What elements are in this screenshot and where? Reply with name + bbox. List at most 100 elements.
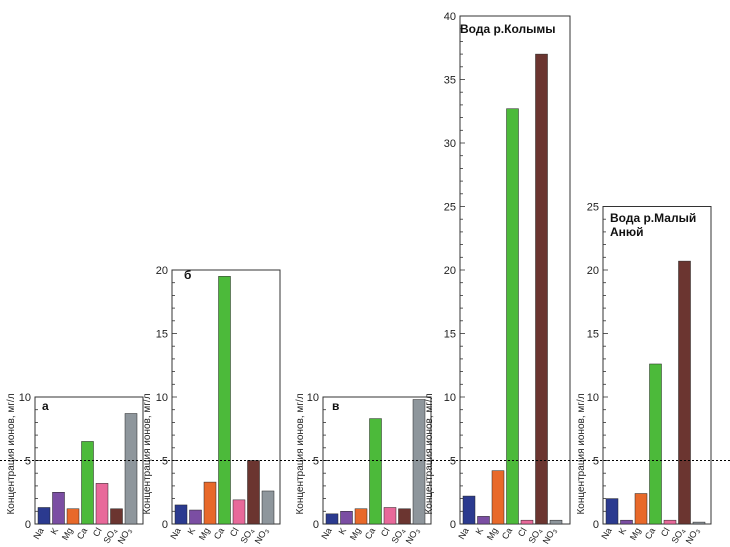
bar-ca [81,441,94,525]
bar-mg [203,481,217,525]
category-label-na: Na [599,526,613,541]
bar-k [340,511,353,525]
chart-panel-4: 0 5 10 15 20 25 30 35 40 Концентрация ионов, мг/л… [424,11,571,546]
chart-title: в [332,399,339,413]
y-tick-label: 10 [307,392,319,404]
y-tick-label: 5 [450,456,456,468]
bar-k [477,516,490,525]
y-tick-label: 5 [162,456,168,468]
y-tick-label: 10 [19,392,31,404]
bar-cl [232,499,246,525]
chart-title: Вода р.Колымы [460,22,555,36]
category-label-na: Na [456,526,470,541]
bar-so4 [678,260,691,525]
bar-ca [218,276,231,525]
category-label-k: K [337,526,349,536]
bar-k [620,519,633,525]
bar-mg [66,508,80,525]
bar-k [189,509,202,525]
category-label-no3: NO3 [253,525,272,546]
y-tick-label: 0 [25,519,31,531]
category-label-k: K [617,526,629,536]
bar-cl [95,483,109,525]
y-tick-label: 0 [593,519,599,531]
bar-no3 [124,413,138,525]
bar-mg [634,493,648,525]
category-label-mg: Mg [485,526,500,542]
y-tick-label: 40 [444,11,456,23]
bar-na [325,513,339,525]
category-label-k: K [186,526,198,536]
category-label-k: K [474,526,486,536]
category-label-mg: Mg [60,526,75,542]
category-label-no3: NO3 [684,525,703,546]
bar-so4 [398,508,411,525]
y-axis-label: Концентрация ионов, мг/л [142,393,153,514]
y-axis-label: Концентрация ионов, мг/л [6,393,17,514]
y-axis-label: Концентрация ионов, мг/л [576,393,587,514]
category-label-ca: Ca [363,526,377,541]
bar-k [52,492,65,525]
bar-no3 [261,490,275,525]
category-label-cl: Cl [228,526,241,538]
bar-so4 [110,508,123,525]
y-tick-label: 5 [593,456,599,468]
category-label-na: Na [168,526,182,541]
chart-panel-5: 0 5 10 15 20 25 Концентрация ионов, мг/л Вода р… [576,202,712,546]
category-label-cl: Cl [659,526,672,538]
y-tick-label: 0 [450,519,456,531]
y-axis-label: Концентрация ионов, мг/л [424,393,435,514]
category-label-ca: Ca [212,526,226,541]
bar-ca [506,108,519,525]
bar-na [37,507,51,525]
bar-cl [663,519,677,525]
y-tick-label: 25 [587,202,599,214]
y-tick-label: 5 [25,456,31,468]
y-tick-label: 10 [156,392,168,404]
category-label-mg: Mg [348,526,363,542]
bar-ca [649,363,662,525]
chart-title: а [42,399,49,413]
category-label-ca: Ca [643,526,657,541]
bar-cl [520,519,534,525]
y-tick-label: 0 [313,519,319,531]
category-label-cl: Cl [379,526,392,538]
category-label-no3: NO3 [541,525,560,546]
y-tick-label: 20 [587,265,599,277]
y-tick-label: 15 [444,329,456,341]
category-label-mg: Mg [197,526,212,542]
y-tick-label: 20 [444,265,456,277]
category-label-mg: Mg [628,526,643,542]
y-tick-label: 10 [587,392,599,404]
chart-title: Вода р.Малый Анюй [610,211,696,239]
bar-na [174,504,188,525]
bar-so4 [247,460,260,525]
bar-mg [354,508,368,525]
y-tick-label: 15 [587,329,599,341]
category-label-cl: Cl [516,526,529,538]
bar-cl [383,507,397,525]
bar-no3 [692,521,706,525]
y-tick-label: 10 [444,392,456,404]
chart-panel-2: 0 5 10 15 20 Концентрация ионов, мг/л б Na K Mg Ca… [142,265,281,546]
y-tick-label: 30 [444,138,456,150]
category-label-ca: Ca [500,526,514,541]
y-axis-label: Концентрация ионов, мг/л [295,393,306,514]
category-label-no3: NO3 [404,525,423,546]
bar-mg [491,470,505,525]
y-tick-label: 0 [162,519,168,531]
y-tick-label: 20 [156,265,168,277]
y-tick-label: 35 [444,75,456,87]
chart-title: б [184,268,191,282]
category-label-na: Na [31,526,45,541]
bar-no3 [412,399,426,525]
y-tick-label: 5 [313,456,319,468]
y-tick-label: 25 [444,202,456,214]
category-label-na: Na [319,526,333,541]
bar-so4 [535,53,548,525]
category-label-ca: Ca [75,526,89,541]
y-tick-label: 15 [156,329,168,341]
